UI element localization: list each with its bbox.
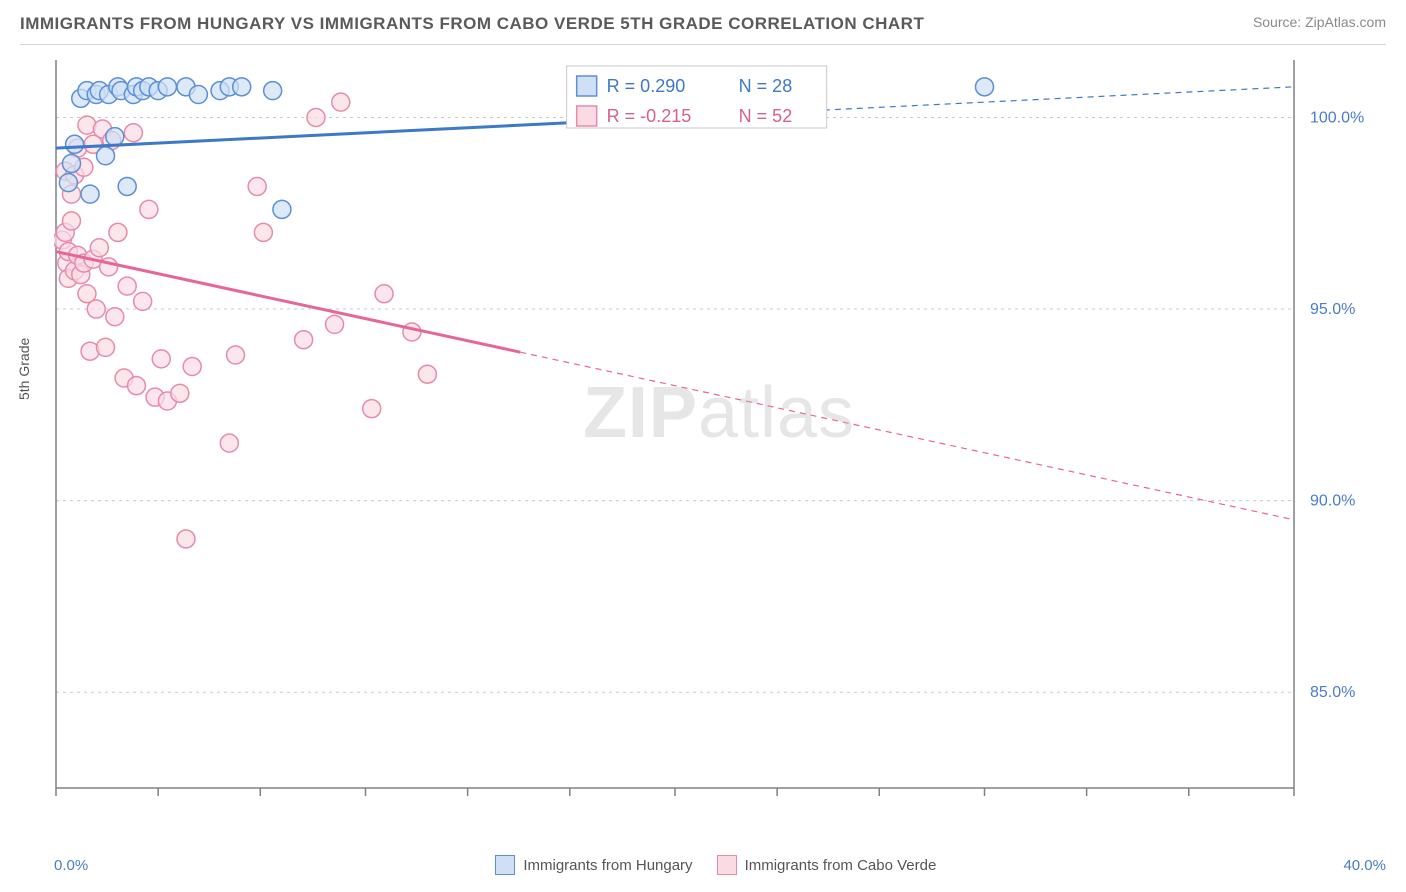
swatch-icon bbox=[717, 855, 737, 875]
legend-item-hungary: Immigrants from Hungary bbox=[495, 855, 692, 875]
svg-text:90.0%: 90.0% bbox=[1310, 493, 1355, 510]
svg-text:95.0%: 95.0% bbox=[1310, 301, 1355, 318]
chart-title: IMMIGRANTS FROM HUNGARY VS IMMIGRANTS FR… bbox=[20, 14, 924, 34]
legend-item-cabo-verde: Immigrants from Cabo Verde bbox=[717, 855, 937, 875]
legend-label: Immigrants from Hungary bbox=[523, 857, 692, 874]
svg-text:R = 0.290: R = 0.290 bbox=[607, 76, 686, 96]
title-bar: IMMIGRANTS FROM HUNGARY VS IMMIGRANTS FR… bbox=[20, 14, 1386, 45]
swatch-icon bbox=[495, 855, 515, 875]
source-label: Source: ZipAtlas.com bbox=[1253, 14, 1386, 30]
chart-svg: 100.0% 95.0% 90.0% 85.0% R = 0.290 N = 28 R = … bbox=[54, 58, 1384, 798]
svg-text:N = 52: N = 52 bbox=[739, 106, 793, 126]
legend-label: Immigrants from Cabo Verde bbox=[745, 857, 937, 874]
x-min-label: 0.0% bbox=[54, 857, 88, 874]
svg-text:N = 28: N = 28 bbox=[739, 76, 793, 96]
x-max-label: 40.0% bbox=[1343, 857, 1386, 874]
svg-text:100.0%: 100.0% bbox=[1310, 109, 1364, 126]
y-axis-label: 5th Grade bbox=[16, 338, 32, 400]
bottom-legend: Immigrants from Hungary Immigrants from … bbox=[495, 855, 936, 875]
chart-plot: 100.0% 95.0% 90.0% 85.0% R = 0.290 N = 28 R = … bbox=[54, 58, 1384, 798]
svg-text:R = -0.215: R = -0.215 bbox=[607, 106, 692, 126]
svg-text:85.0%: 85.0% bbox=[1310, 684, 1355, 701]
x-axis-bar: 0.0% Immigrants from Hungary Immigrants … bbox=[54, 850, 1386, 880]
